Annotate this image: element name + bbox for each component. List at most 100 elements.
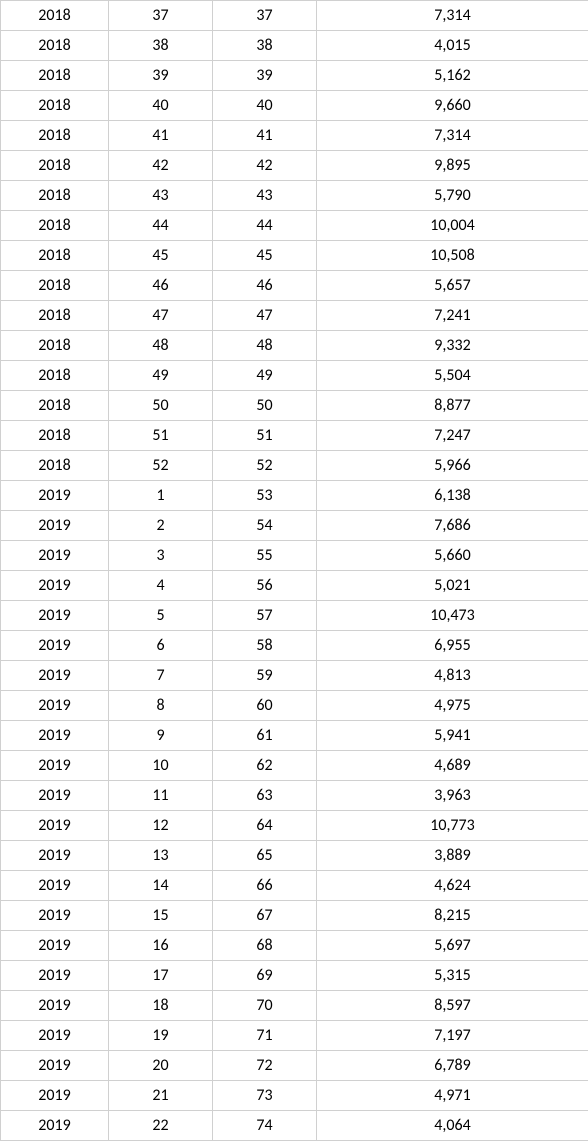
table-cell: 50 [213, 391, 317, 421]
table-cell: 5,162 [317, 61, 588, 91]
table-cell: 43 [213, 181, 317, 211]
table-cell: 3 [109, 541, 213, 571]
table-cell: 2019 [1, 1081, 109, 1111]
table-row: 201846465,657 [1, 271, 588, 301]
table-cell: 44 [109, 211, 213, 241]
table-cell: 15 [109, 901, 213, 931]
table-row: 201910624,689 [1, 751, 588, 781]
table-cell: 5,941 [317, 721, 588, 751]
table-cell: 20 [109, 1051, 213, 1081]
table-cell: 47 [213, 301, 317, 331]
table-cell: 2 [109, 511, 213, 541]
table-cell: 4,689 [317, 751, 588, 781]
table-cell: 2018 [1, 331, 109, 361]
table-row: 201916685,697 [1, 931, 588, 961]
table-cell: 4,971 [317, 1081, 588, 1111]
table-cell: 50 [109, 391, 213, 421]
table-cell: 62 [213, 751, 317, 781]
table-cell: 8,215 [317, 901, 588, 931]
table-cell: 2019 [1, 571, 109, 601]
table-cell: 10,473 [317, 601, 588, 631]
table-cell: 40 [109, 91, 213, 121]
table-cell: 49 [109, 361, 213, 391]
table-cell: 3,963 [317, 781, 588, 811]
table-row: 201848489,332 [1, 331, 588, 361]
table-cell: 2019 [1, 631, 109, 661]
table-cell: 2019 [1, 961, 109, 991]
table-row: 20192547,686 [1, 511, 588, 541]
table-cell: 74 [213, 1111, 317, 1141]
table-cell: 19 [109, 1021, 213, 1051]
table-cell: 49 [213, 361, 317, 391]
table-cell: 18 [109, 991, 213, 1021]
table-cell: 13 [109, 841, 213, 871]
table-row: 20191536,138 [1, 481, 588, 511]
table-row: 201839395,162 [1, 61, 588, 91]
table-row: 201841417,314 [1, 121, 588, 151]
table-cell: 41 [109, 121, 213, 151]
table-cell: 69 [213, 961, 317, 991]
table-cell: 48 [109, 331, 213, 361]
table-cell: 17 [109, 961, 213, 991]
table-cell: 7,314 [317, 1, 588, 31]
table-row: 201911633,963 [1, 781, 588, 811]
table-row: 201849495,504 [1, 361, 588, 391]
table-cell: 4,975 [317, 691, 588, 721]
table-cell: 72 [213, 1051, 317, 1081]
table-cell: 2018 [1, 91, 109, 121]
table-cell: 37 [109, 1, 213, 31]
table-row: 2018444410,004 [1, 211, 588, 241]
table-cell: 2019 [1, 811, 109, 841]
table-cell: 2019 [1, 901, 109, 931]
table-row: 201955710,473 [1, 601, 588, 631]
table-cell: 59 [213, 661, 317, 691]
table-cell: 2018 [1, 61, 109, 91]
table-cell: 42 [109, 151, 213, 181]
table-cell: 5,697 [317, 931, 588, 961]
table-cell: 2018 [1, 301, 109, 331]
table-cell: 8,597 [317, 991, 588, 1021]
table-cell: 2018 [1, 361, 109, 391]
table-row: 2018454510,508 [1, 241, 588, 271]
table-cell: 64 [213, 811, 317, 841]
table-row: 201913653,889 [1, 841, 588, 871]
table-cell: 5,504 [317, 361, 588, 391]
table-cell: 5,021 [317, 571, 588, 601]
table-cell: 7 [109, 661, 213, 691]
table-cell: 48 [213, 331, 317, 361]
table-cell: 2019 [1, 841, 109, 871]
table-cell: 9,660 [317, 91, 588, 121]
table-cell: 2018 [1, 241, 109, 271]
table-row: 201843435,790 [1, 181, 588, 211]
table-row: 201921734,971 [1, 1081, 588, 1111]
table-cell: 47 [109, 301, 213, 331]
table-cell: 2019 [1, 871, 109, 901]
table-row: 201842429,895 [1, 151, 588, 181]
table-cell: 2018 [1, 31, 109, 61]
data-table: 201837377,314201838384,015201839395,1622… [0, 0, 588, 1141]
table-cell: 70 [213, 991, 317, 1021]
table-cell: 39 [109, 61, 213, 91]
table-cell: 9 [109, 721, 213, 751]
table-cell: 52 [109, 451, 213, 481]
table-cell: 4,624 [317, 871, 588, 901]
table-cell: 21 [109, 1081, 213, 1111]
table-cell: 2019 [1, 1111, 109, 1141]
table-row: 201920726,789 [1, 1051, 588, 1081]
table-cell: 44 [213, 211, 317, 241]
table-row: 201847477,241 [1, 301, 588, 331]
table-cell: 6 [109, 631, 213, 661]
table-cell: 43 [109, 181, 213, 211]
table-body: 201837377,314201838384,015201839395,1622… [1, 1, 588, 1141]
table-cell: 63 [213, 781, 317, 811]
table-cell: 9,895 [317, 151, 588, 181]
table-row: 201852525,966 [1, 451, 588, 481]
table-cell: 2019 [1, 691, 109, 721]
table-cell: 53 [213, 481, 317, 511]
table-cell: 11 [109, 781, 213, 811]
table-cell: 3,889 [317, 841, 588, 871]
table-cell: 51 [213, 421, 317, 451]
table-row: 201837377,314 [1, 1, 588, 31]
table-cell: 10,773 [317, 811, 588, 841]
table-row: 20198604,975 [1, 691, 588, 721]
